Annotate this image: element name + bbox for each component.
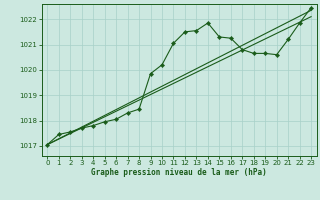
X-axis label: Graphe pression niveau de la mer (hPa): Graphe pression niveau de la mer (hPa) bbox=[91, 168, 267, 177]
